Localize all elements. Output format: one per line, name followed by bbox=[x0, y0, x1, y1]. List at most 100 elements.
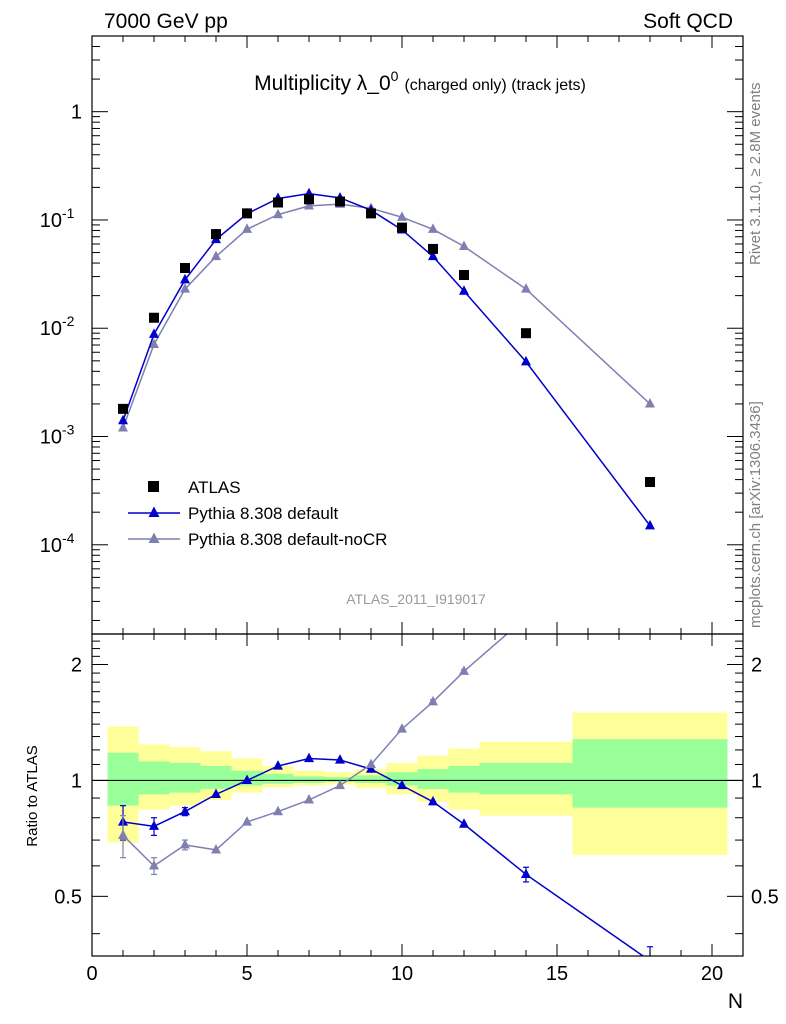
ratio-point bbox=[211, 844, 221, 854]
x-tick-label: 20 bbox=[701, 963, 723, 985]
x-tick-label: 5 bbox=[241, 963, 252, 985]
main-series-point bbox=[459, 240, 469, 251]
data-point bbox=[397, 222, 407, 233]
y-tick-exponent: -2 bbox=[62, 313, 75, 329]
legend-label: Pythia 8.308 default-noCR bbox=[188, 530, 387, 549]
ratio-y-tick-label-left: 2 bbox=[71, 654, 82, 676]
data-point bbox=[118, 403, 128, 414]
header-right-label: Soft QCD bbox=[643, 10, 733, 33]
data-point bbox=[211, 229, 221, 240]
data-point bbox=[304, 194, 314, 205]
ratio-point bbox=[304, 794, 314, 804]
ratio-green-band bbox=[448, 766, 480, 793]
ratio-point bbox=[273, 805, 283, 816]
y-tick-label: 10 bbox=[40, 210, 62, 232]
ratio-point bbox=[242, 774, 252, 785]
ratio-y-tick-label-left: 0.5 bbox=[54, 886, 82, 908]
ratio-green-band bbox=[324, 777, 356, 783]
ratio-y-axis-label: Ratio to ATLAS bbox=[24, 745, 41, 846]
main-series-point bbox=[521, 283, 531, 293]
analysis-watermark: ATLAS_2011_I919017 bbox=[346, 591, 486, 607]
ratio-point bbox=[242, 816, 252, 826]
x-tick-label: 15 bbox=[546, 963, 568, 985]
y-tick-exponent: -4 bbox=[62, 530, 75, 546]
ratio-series-line bbox=[122, 634, 509, 867]
y-tick-exponent: -1 bbox=[62, 205, 75, 221]
ratio-y-tick-label-right: 2 bbox=[751, 654, 762, 676]
ratio-point bbox=[118, 829, 128, 839]
ratio-point bbox=[428, 795, 438, 806]
ratio-point bbox=[428, 695, 438, 706]
ratio-y-tick-label-right: 0.5 bbox=[751, 886, 779, 908]
chart-title-suffix: (charged only) (track jets) bbox=[404, 77, 585, 94]
main-series-point bbox=[118, 414, 128, 425]
main-series-point bbox=[149, 328, 159, 338]
ratio-point bbox=[397, 779, 407, 790]
legend-marker-triangle bbox=[148, 506, 160, 517]
ratio-point bbox=[521, 612, 531, 622]
x-tick-label: 0 bbox=[86, 963, 97, 985]
main-series-point bbox=[397, 211, 407, 221]
ratio-y-tick-label-right: 1 bbox=[751, 770, 762, 792]
ratio-point bbox=[149, 820, 159, 830]
y-tick-label: 10 bbox=[40, 427, 62, 449]
ratio-point bbox=[304, 752, 314, 763]
ratio-green-band bbox=[479, 762, 573, 795]
ratio-green-band bbox=[293, 776, 325, 783]
data-point bbox=[242, 208, 252, 219]
ratio-y-tick-label-left: 1 bbox=[71, 770, 82, 792]
ratio-point bbox=[397, 723, 407, 733]
ratio-point bbox=[459, 818, 469, 828]
data-point bbox=[273, 197, 283, 208]
legend-marker-triangle bbox=[148, 532, 160, 543]
legend-label: ATLAS bbox=[188, 478, 241, 497]
main-series-line bbox=[122, 192, 651, 527]
main-series-point bbox=[180, 283, 190, 293]
data-point bbox=[335, 196, 345, 207]
y-tick-exponent: -3 bbox=[62, 422, 75, 438]
ratio-point bbox=[273, 760, 283, 770]
x-tick-label: 10 bbox=[391, 963, 413, 985]
ratio-point bbox=[149, 859, 159, 870]
data-point bbox=[645, 477, 655, 488]
main-series-point bbox=[149, 338, 159, 348]
ratio-point bbox=[366, 758, 376, 769]
ratio-plot-layer bbox=[92, 496, 743, 956]
header-left-label: 7000 GeV pp bbox=[104, 10, 228, 33]
data-point bbox=[149, 312, 159, 323]
data-point bbox=[459, 270, 469, 281]
main-series-point bbox=[428, 250, 438, 261]
main-plot-layer bbox=[118, 187, 655, 530]
ratio-green-band bbox=[572, 739, 728, 808]
ratio-green-band bbox=[107, 752, 139, 806]
main-series-point bbox=[645, 519, 655, 530]
ratio-series-line bbox=[122, 757, 645, 956]
data-point bbox=[180, 263, 190, 274]
main-series-point bbox=[118, 422, 128, 432]
y-tick-label: 1 bbox=[71, 102, 82, 124]
y-tick-label: 10 bbox=[40, 535, 62, 557]
data-point bbox=[366, 208, 376, 219]
legend: ATLAS Pythia 8.308 default Pythia 8.308 de… bbox=[128, 478, 387, 549]
ratio-green-band bbox=[262, 773, 294, 784]
x-axis-label: N bbox=[728, 990, 743, 1013]
chart-title-main: Multiplicity λ_0 bbox=[254, 72, 391, 95]
legend-label: Pythia 8.308 default bbox=[188, 504, 339, 523]
ratio-frame bbox=[91, 633, 744, 957]
main-series-point bbox=[211, 250, 221, 261]
main-series-point bbox=[304, 199, 314, 210]
ratio-point bbox=[335, 754, 345, 764]
ratio-point bbox=[335, 779, 345, 790]
main-series-point bbox=[242, 223, 252, 233]
rivet-side-label: Rivet 3.1.10, ≥ 2.8M events bbox=[747, 83, 764, 266]
chart-title-superscript: 0 bbox=[391, 68, 399, 84]
main-series-point bbox=[521, 355, 531, 366]
ratio-green-band bbox=[138, 761, 170, 795]
ratio-green-band bbox=[355, 775, 387, 783]
legend-marker-square bbox=[148, 481, 159, 492]
main-series-point bbox=[645, 398, 655, 408]
ratio-point bbox=[645, 496, 655, 506]
chart-title: Multiplicity λ_00 (charged only) (track j… bbox=[254, 68, 586, 95]
data-point bbox=[521, 328, 531, 339]
